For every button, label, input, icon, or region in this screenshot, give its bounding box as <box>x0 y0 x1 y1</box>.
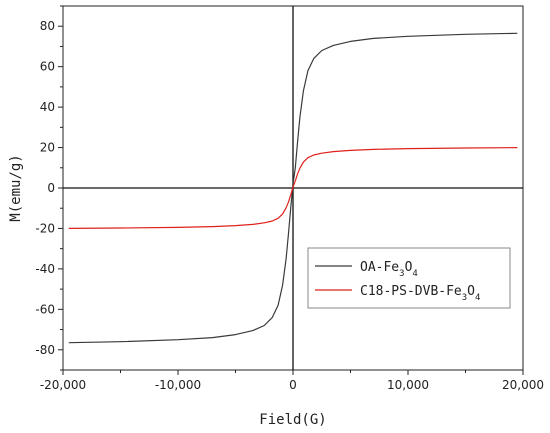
series-line-2 <box>68 147 518 229</box>
y-tick-label: 80 <box>40 19 55 33</box>
y-tick-label: -60 <box>35 302 55 316</box>
y-tick-label: 20 <box>40 141 55 155</box>
y-tick-label: 0 <box>47 181 55 195</box>
legend: OA-Fe3O4 C18-PS-DVB-Fe3O4 <box>307 247 511 309</box>
x-tick-label: 20,000 <box>502 378 544 392</box>
series-line-1 <box>68 32 518 344</box>
x-axis-title: Field(G) <box>259 412 326 428</box>
y-tick-label: 40 <box>40 100 55 114</box>
legend-label-1: OA-Fe3O4 <box>360 260 418 279</box>
y-axis-ticks: -80 -60 -40 -20 0 20 40 60 80 <box>35 5 63 371</box>
series-layer <box>68 32 518 344</box>
x-tick-label: 0 <box>289 378 297 392</box>
y-tick-label: -20 <box>35 221 55 235</box>
y-tick-label: -80 <box>35 343 55 357</box>
x-tick-label: 10,000 <box>387 378 429 392</box>
legend-label-2: C18-PS-DVB-Fe3O4 <box>360 284 480 303</box>
y-tick-label: 60 <box>40 60 55 74</box>
legend-box <box>307 247 511 309</box>
y-tick-label: -40 <box>35 262 55 276</box>
x-axis-ticks: -20,000 -10,000 0 10,000 20,000 <box>40 370 544 392</box>
y-axis-title: M(emu/g) <box>8 154 24 221</box>
x-tick-label: -20,000 <box>40 378 86 392</box>
x-tick-label: -10,000 <box>155 378 201 392</box>
